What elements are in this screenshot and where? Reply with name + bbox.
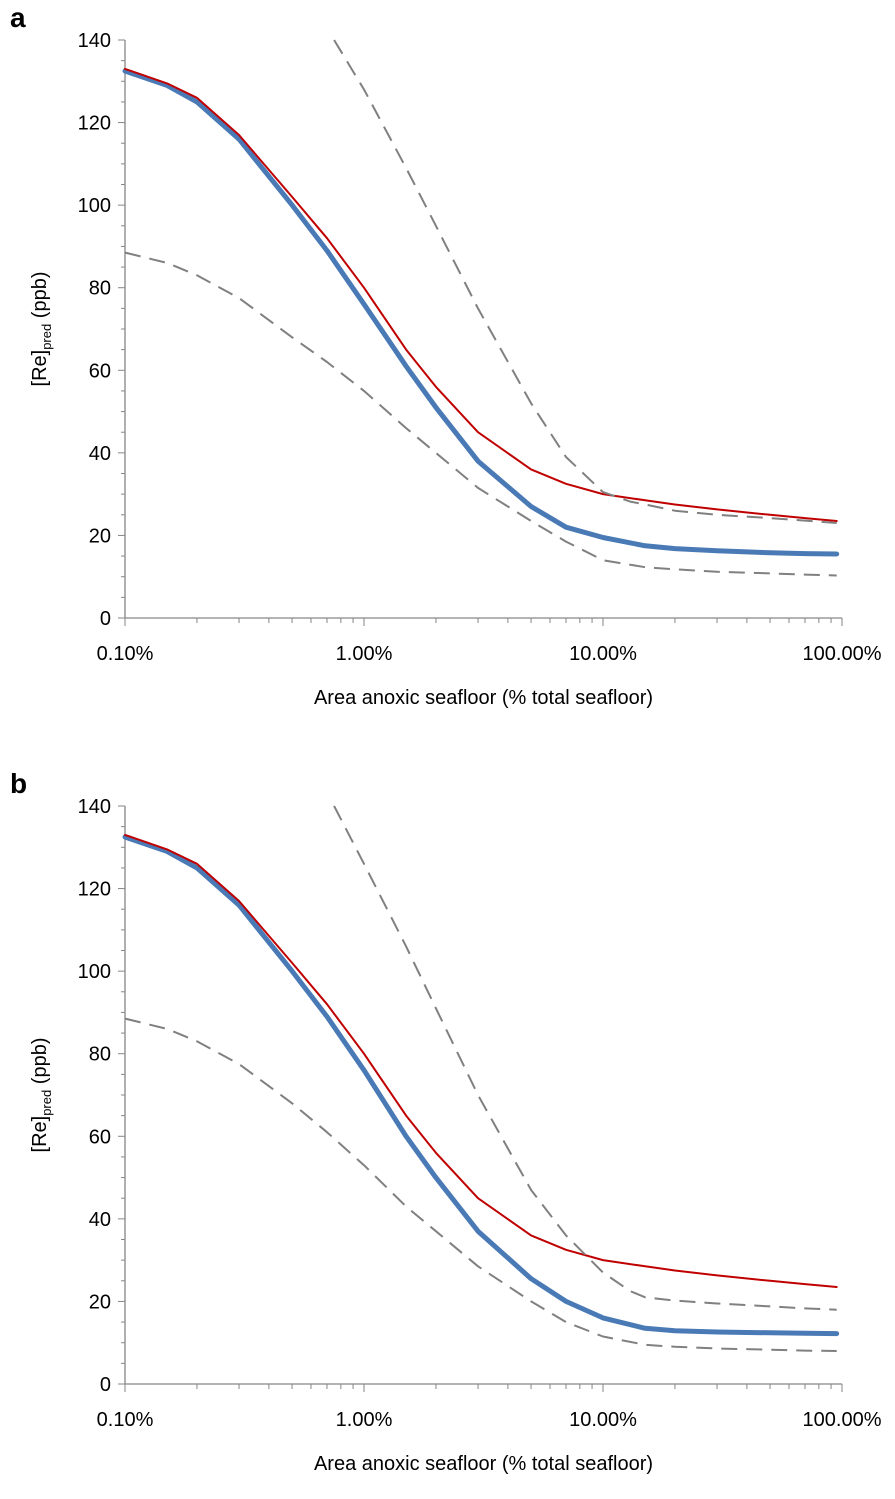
series-line-2	[124, 833, 838, 1288]
y-tick-label: 60	[89, 360, 111, 382]
panel-label: a	[10, 2, 26, 33]
series-line-1	[122, 68, 840, 557]
panel-label: b	[10, 768, 28, 799]
x-tick-label: 10.00%	[569, 643, 637, 665]
chart-plot-b: 0 20 40 60 80 100 120 140 0.10% 1.00% 10.00% 100.00…	[29, 796, 882, 1475]
chart-panel-b: b 0 20 40 60 80 100 120 140 0.10% 1.00% 10.00% 100.…	[0, 766, 895, 1494]
y-tick-label: 40	[89, 1209, 111, 1231]
x-tick-label: 0.10%	[97, 1409, 154, 1431]
y-axis-title-main: [Re]	[29, 350, 51, 387]
series-line-3	[124, 251, 837, 577]
chart-plot-a: 0 20 40 60 80 100 120 140 0.10% 1.00% 10.00% 100.00…	[29, 30, 882, 709]
chart-panel-a: a 0 20 40 60 80 100 120 140 0.10% 1.00% 10.00% 100.…	[0, 0, 895, 728]
y-tick-label: 100	[78, 195, 111, 217]
y-tick-label: 80	[89, 278, 111, 300]
y-axis-title-unit: (ppb)	[29, 1038, 51, 1090]
x-tick-label: 10.00%	[569, 1409, 637, 1431]
y-tick-label: 0	[100, 1374, 111, 1396]
series-line-4	[333, 39, 837, 524]
y-tick-label: 140	[78, 30, 111, 52]
x-axis-title: Area anoxic seafloor (% total seafloor)	[314, 687, 653, 709]
series-line-3	[124, 1017, 837, 1352]
x-tick-label: 0.10%	[97, 643, 154, 665]
y-tick-label: 140	[78, 796, 111, 818]
series-line-4	[333, 805, 837, 1311]
y-axis-title: [Re]pred (ppb)	[29, 1038, 54, 1153]
x-axis-title: Area anoxic seafloor (% total seafloor)	[314, 1453, 653, 1475]
y-axis-title-subscript: pred	[39, 324, 54, 350]
y-tick-label: 80	[89, 1044, 111, 1066]
x-tick-label: 100.00%	[803, 643, 882, 665]
x-tick-label: 100.00%	[803, 1409, 882, 1431]
y-tick-label: 20	[89, 1291, 111, 1313]
series-line-2	[124, 67, 838, 522]
y-axis-title-subscript: pred	[39, 1090, 54, 1116]
y-tick-label: 20	[89, 525, 111, 547]
x-tick-label: 1.00%	[336, 1409, 393, 1431]
y-tick-label: 0	[100, 608, 111, 630]
y-tick-label: 100	[78, 961, 111, 983]
y-axis-title-main: [Re]	[29, 1116, 51, 1153]
y-axis-title: [Re]pred (ppb)	[29, 272, 54, 387]
y-tick-label: 40	[89, 443, 111, 465]
x-tick-label: 1.00%	[336, 643, 393, 665]
y-tick-label: 120	[78, 113, 111, 135]
y-tick-label: 60	[89, 1126, 111, 1148]
y-tick-label: 120	[78, 879, 111, 901]
y-axis-title-unit: (ppb)	[29, 272, 51, 324]
series-line-1	[122, 834, 840, 1337]
